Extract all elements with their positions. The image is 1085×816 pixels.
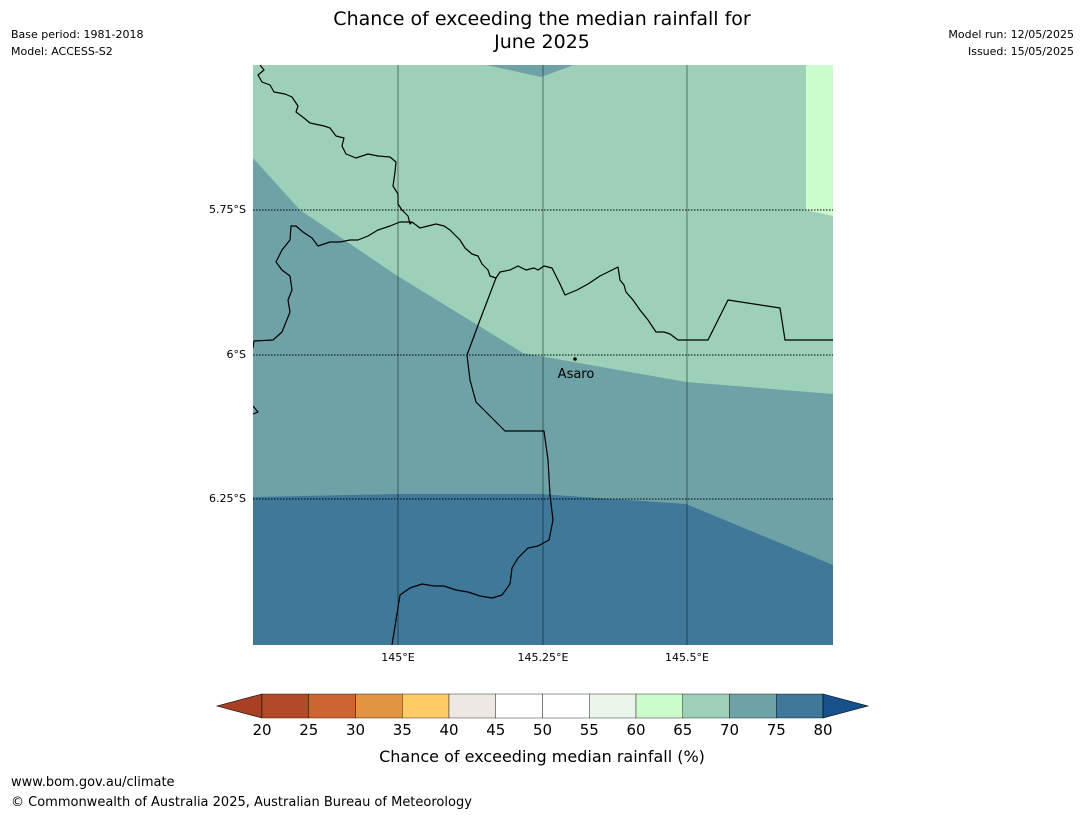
colorbar-cell [589,693,637,719]
province-boundaries [253,65,833,645]
colorbar-tick-label: 65 [673,721,692,739]
colorbar-cell [448,693,496,719]
lon-label-145-25: 145.25°E [518,651,569,664]
colorbar-under-arrow [215,693,263,719]
boundary-central [391,277,554,645]
colorbar-tick-label: 40 [439,721,458,739]
colorbar-cell [635,693,683,719]
colorbar-tick-label: 70 [720,721,739,739]
map-title: Chance of exceeding the median rainfall … [242,8,842,54]
colorbar-over-arrow [822,693,870,719]
lon-label-145: 145°E [381,651,414,664]
colorbar-tick-label: 25 [299,721,318,739]
boundary-west-fragment [253,405,259,415]
zone-60-65 [806,65,833,216]
colorbar-cell [355,693,403,719]
footer-copyright: © Commonwealth of Australia 2025, Austra… [11,795,472,810]
colorbar [215,693,870,719]
colorbar-title: Chance of exceeding median rainfall (%) [379,747,705,766]
model-run-text: Model run: 12/05/2025 [948,28,1074,41]
colorbar-tick-label: 50 [533,721,552,739]
title-line-1: Chance of exceeding the median rainfall … [333,8,751,30]
meta-left: Base period: 1981-2018 Model: ACCESS-S2 [11,26,143,60]
colorbar-tick-label: 20 [252,721,271,739]
map-area [253,65,833,645]
lat-label-6: 6°S [227,348,246,361]
boundary-north [257,65,413,225]
meta-right: Model run: 12/05/2025 Issued: 15/05/2025 [948,26,1074,60]
colorbar-tick-label: 35 [393,721,412,739]
asaro-marker [573,357,577,361]
lat-label-6-25: 6.25°S [209,492,246,505]
colorbar-cell [261,693,309,719]
lat-labels: 5.75°S 6°S 6.25°S [209,203,246,505]
colorbar-tick-label: 55 [580,721,599,739]
colorbar-ticks: 20 25 30 35 40 45 50 55 60 65 70 75 80 [252,721,832,739]
colorbar-cell [542,693,590,719]
colorbar-tick-label: 60 [626,721,645,739]
lon-labels: 145°E 145.25°E 145.5°E [381,651,709,664]
asaro-label: Asaro [558,367,595,382]
colorbar-tick-label: 75 [767,721,786,739]
base-period-text: Base period: 1981-2018 [11,28,144,41]
title-line-2: June 2025 [494,31,590,53]
zone-70-75-top [486,65,574,77]
issued-text: Issued: 15/05/2025 [967,45,1074,58]
lon-label-145-5: 145.5°E [665,651,709,664]
colorbar-cell [682,693,730,719]
colorbar-tick-label: 45 [486,721,505,739]
colorbar-cell [308,693,356,719]
colorbar-cell [729,693,777,719]
colorbar-cell [402,693,450,719]
colorbar-tick-label: 80 [813,721,832,739]
colorbar-cell [776,693,824,719]
boundary-west [253,221,412,349]
model-text: Model: ACCESS-S2 [11,45,113,58]
lat-label-5-75: 5.75°S [209,203,246,216]
colorbar-tick-label: 30 [346,721,365,739]
boundary-east [411,221,833,341]
parallel-lines [253,209,833,500]
colorbar-cell [495,693,543,719]
footer-url: www.bom.gov.au/climate [11,775,175,790]
